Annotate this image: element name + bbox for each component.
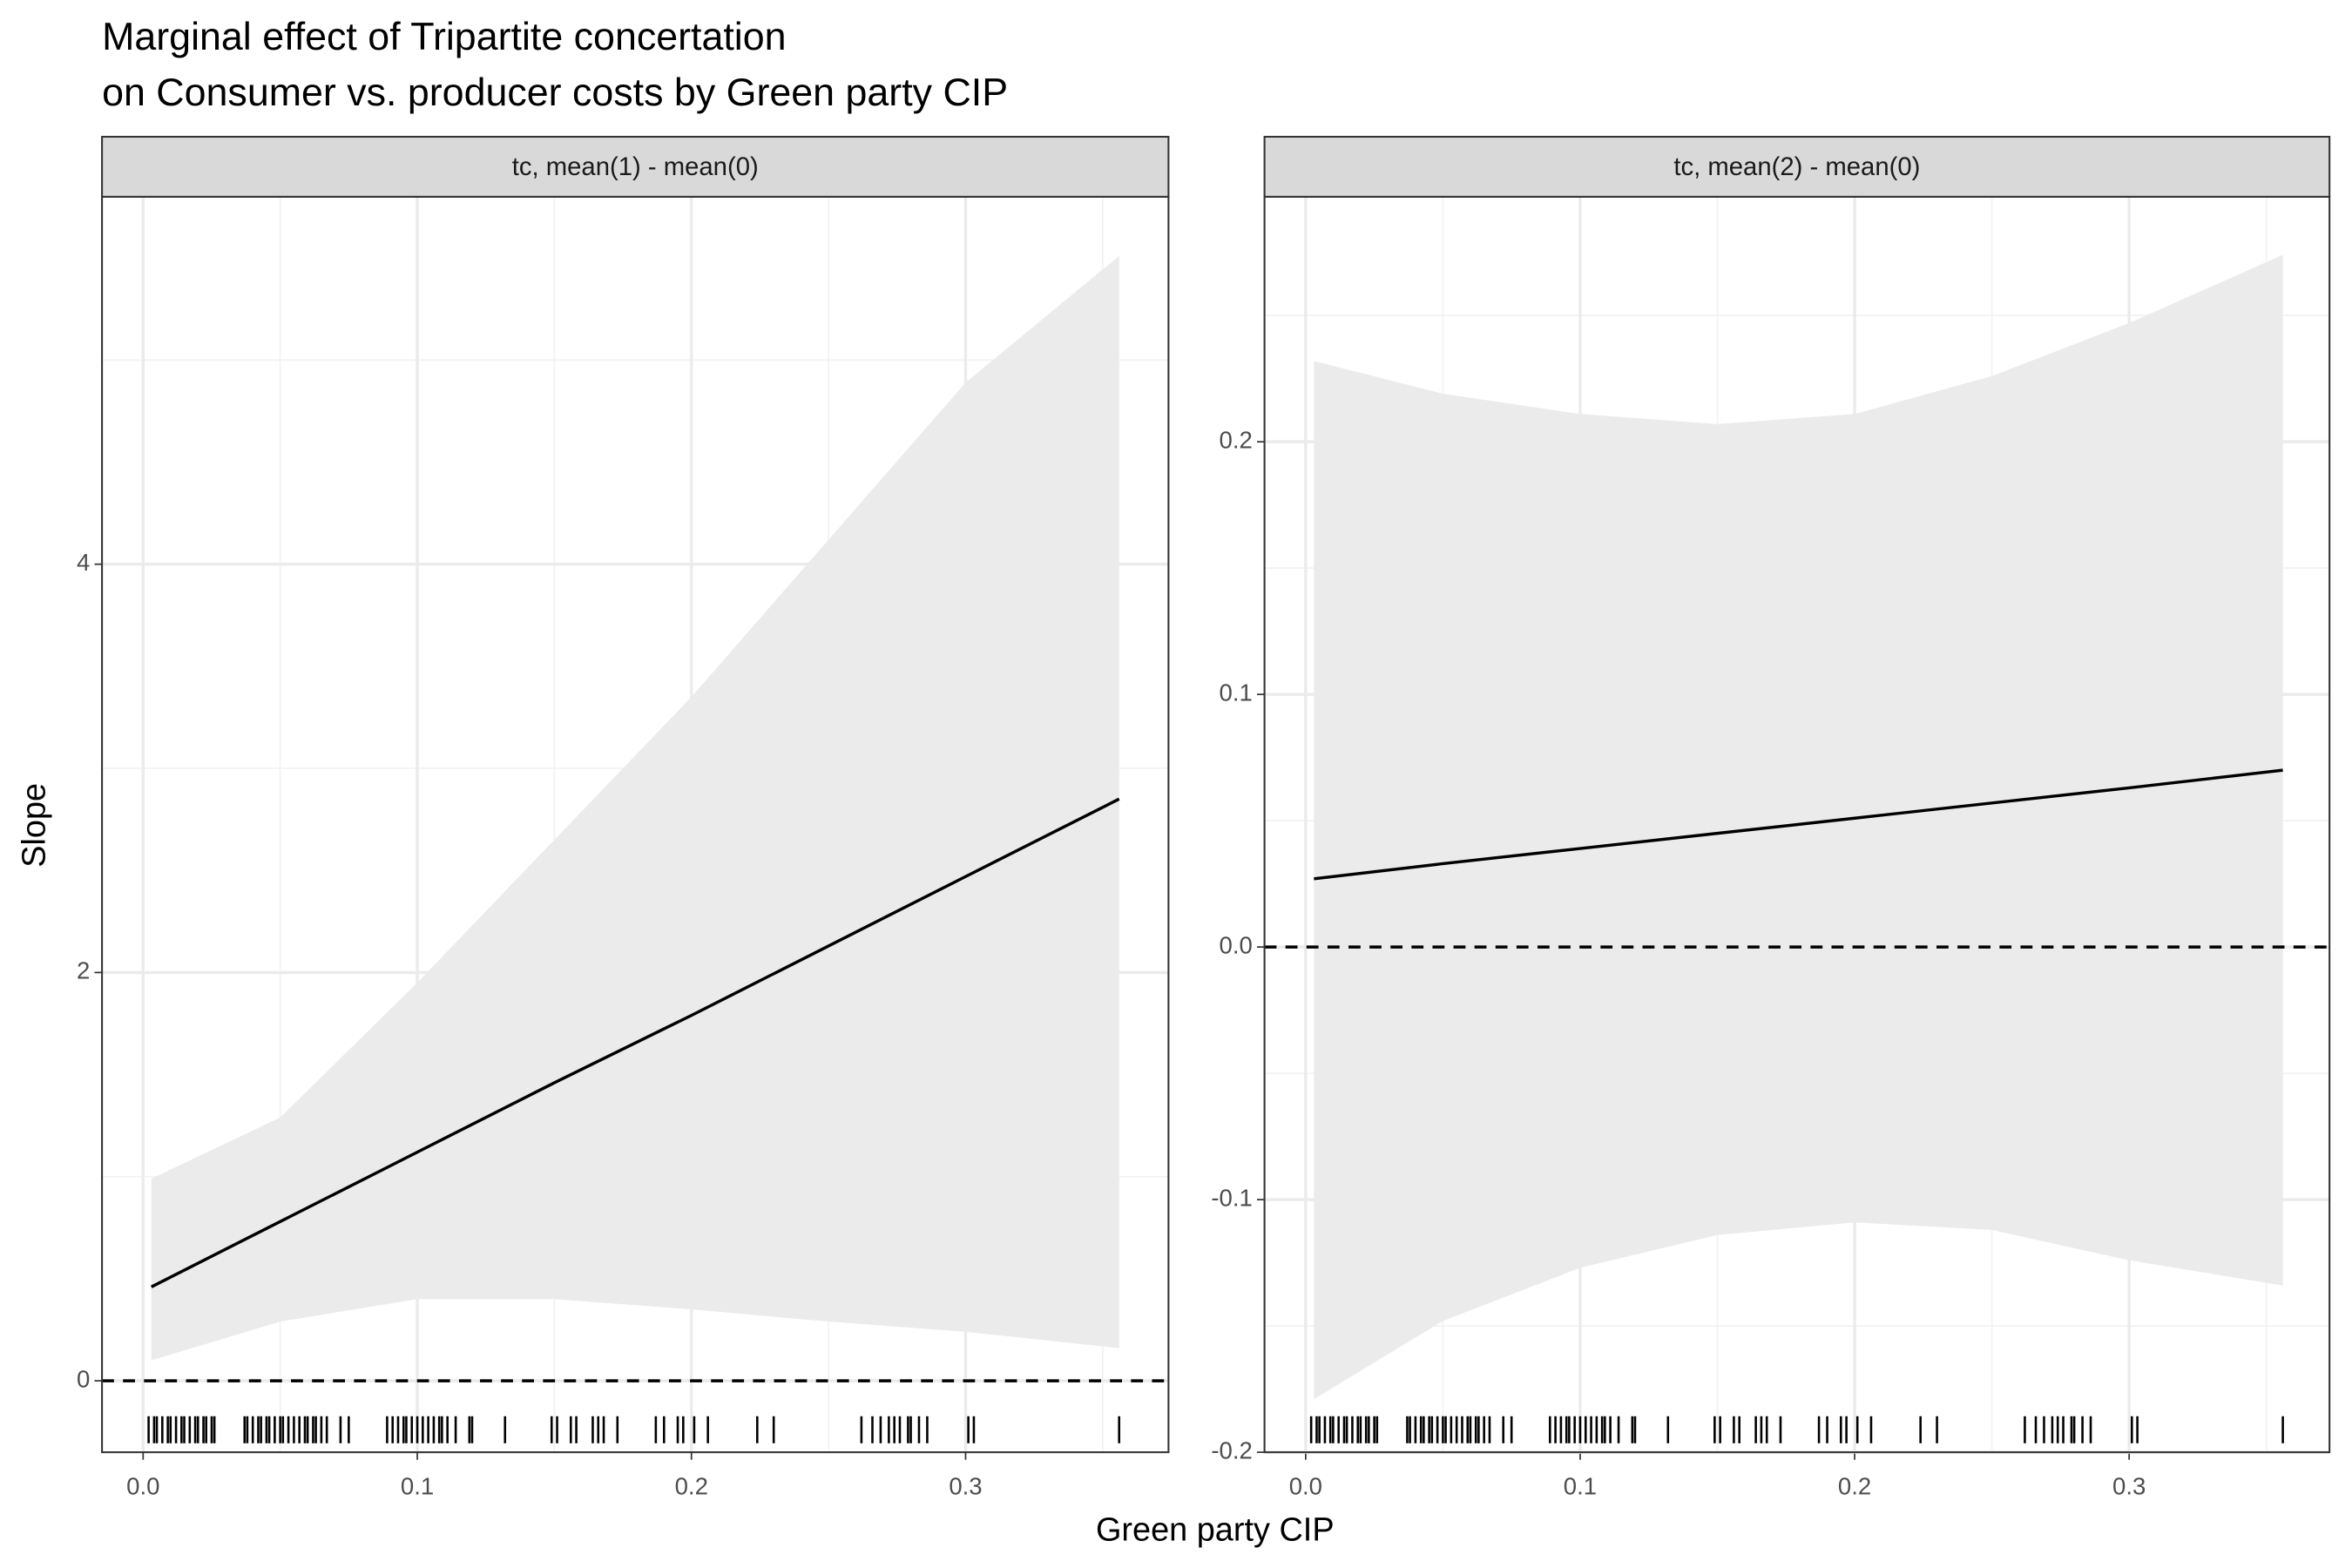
confidence-band [1314, 254, 2283, 1400]
x-tick-label: 0.1 [401, 1473, 434, 1500]
facet-label: tc, mean(1) - mean(0) [512, 153, 759, 181]
y-tick-label: 0.2 [1220, 426, 1253, 453]
x-axis-label: Green party CIP [1096, 1512, 1335, 1549]
facet-strip [101, 135, 1170, 198]
chart-title: Marginal effect of Tripartite concertati… [102, 15, 786, 58]
x-tick-label: 0.0 [126, 1473, 159, 1500]
x-tick-label: 0.2 [675, 1473, 708, 1500]
facet-strip [1263, 135, 2331, 198]
y-tick-label: 0.1 [1220, 679, 1253, 706]
effect-line [1314, 768, 2283, 881]
effect-line [150, 797, 1120, 1288]
y-tick-label: -0.1 [1211, 1184, 1252, 1211]
x-tick-label: 0.0 [1289, 1473, 1322, 1500]
y-tick-label: 0 [77, 1365, 90, 1392]
x-tick-label: 0.3 [949, 1473, 982, 1500]
y-tick-label: 2 [77, 957, 90, 984]
x-tick-label: 0.3 [2112, 1473, 2146, 1500]
confidence-band [151, 255, 1119, 1361]
y-axis-label: Slope [17, 783, 53, 868]
y-tick-label: 4 [77, 549, 90, 576]
y-tick-label: 0.0 [1220, 931, 1253, 958]
y-tick-label: -0.2 [1211, 1436, 1252, 1463]
x-tick-label: 0.2 [1838, 1473, 1871, 1500]
chart-title: on Consumer vs. producer costs by Green … [102, 71, 1008, 114]
facet-label: tc, mean(2) - mean(0) [1673, 153, 1920, 181]
x-tick-label: 0.1 [1564, 1473, 1597, 1500]
